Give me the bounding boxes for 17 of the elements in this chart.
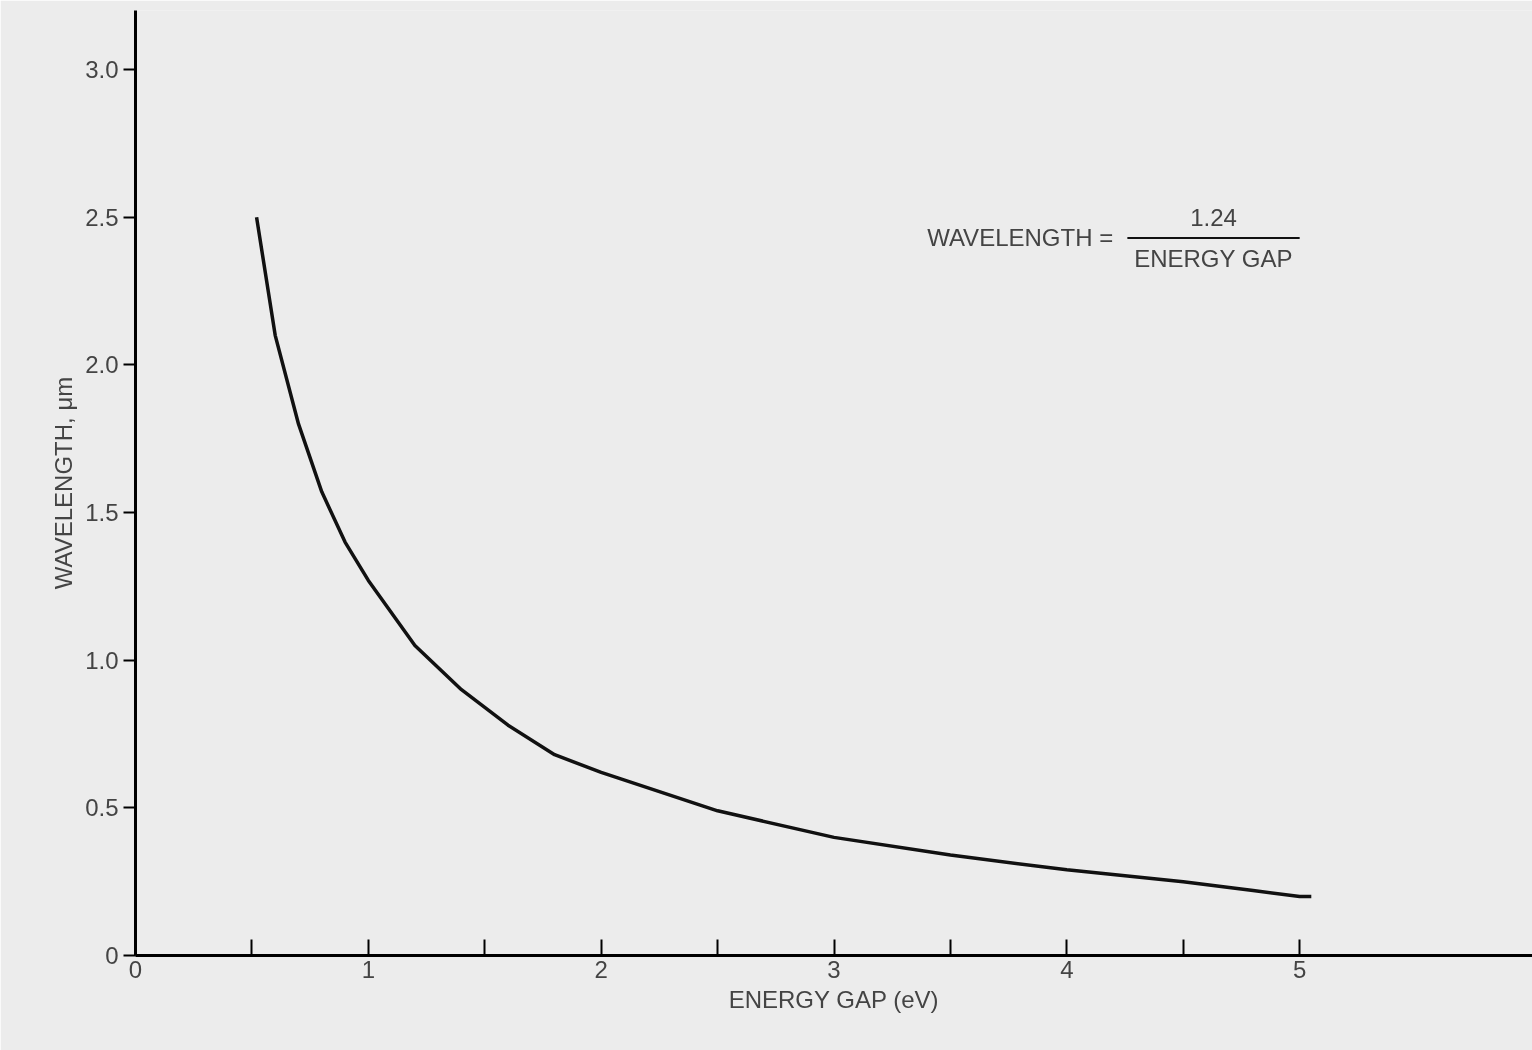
y-axis-title: WAVELENGTH, μm — [50, 376, 78, 590]
annotation: WAVELENGTH = — [927, 224, 1114, 252]
x-tick-label: 1 — [361, 955, 376, 983]
y-tick-label: 0.5 — [85, 794, 119, 822]
x-axis-title: ENERGY GAP (eV) — [728, 985, 939, 1013]
y-tick-label: 1.0 — [85, 646, 119, 674]
x-tick-label: 4 — [1060, 955, 1074, 983]
annotation: 1.24 — [1190, 203, 1237, 231]
y-tick-label: 3.0 — [85, 56, 119, 84]
x-tick-label: 3 — [827, 955, 841, 983]
y-tick-label: 1.5 — [85, 499, 119, 527]
y-tick-label: 2.0 — [85, 351, 119, 379]
x-tick-label: 0 — [128, 955, 143, 983]
y-tick-label: 2.5 — [85, 203, 119, 231]
x-tick-label: 5 — [1292, 955, 1307, 983]
annotation: ENERGY GAP — [1134, 245, 1293, 273]
x-tick-label: 2 — [594, 955, 608, 983]
